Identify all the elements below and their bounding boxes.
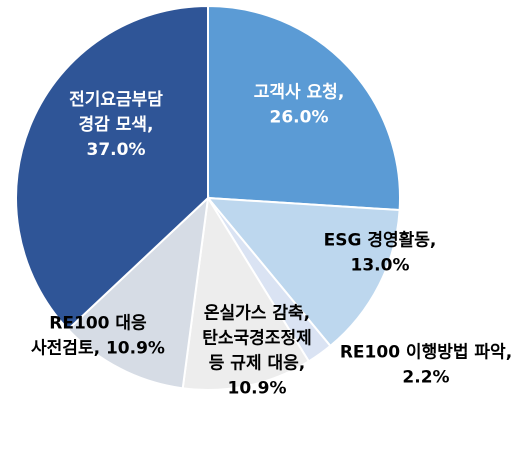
pie-slice-5 [66,195,210,390]
slice-label-5-line-2: 사전검토, 10.9% [31,339,165,359]
slice-label-6-line-2: 경감 모색, [79,115,154,135]
slice-label-2: ESG 경영활동, 13.0% [324,230,437,276]
pie-slices [15,4,401,391]
slice-label-4-line-4: 10.9% [228,379,287,399]
slice-label-6-line-3: 37.0% [87,140,146,160]
slice-label-1-line-2: 26.0% [270,108,329,128]
pie-slice-1 [207,4,401,212]
pie-slice-6 [15,4,209,331]
slice-label-1: 고객사 요청, 26.0% [254,82,345,128]
slice-label-5-line-1: RE100 대응 [49,314,147,334]
slice-label-3-line-2: 2.2% [402,368,449,388]
pie-slice-2 [205,196,401,348]
slice-label-2-line-2: 13.0% [351,256,410,276]
pie-slice-4 [181,195,311,391]
slice-label-3: RE100 이행방법 파악, 2.2% [340,343,512,388]
slice-label-2-line-1: ESG 경영활동, [324,230,437,251]
slice-label-6-line-1: 전기요금부담 [69,90,163,110]
slice-label-4-line-2: 탄소국경조정제 [202,329,311,349]
slice-label-3-line-1: RE100 이행방법 파악, [340,343,512,363]
pie-labels: 고객사 요청, 26.0% ESG 경영활동, 13.0% RE100 이행방법 파악,… [31,82,512,399]
slice-label-1-line-1: 고객사 요청, [254,82,345,103]
slice-label-4-line-3: 등 규제 대응, [209,354,306,374]
slice-label-4-line-1: 온실가스 감축, [204,304,310,324]
